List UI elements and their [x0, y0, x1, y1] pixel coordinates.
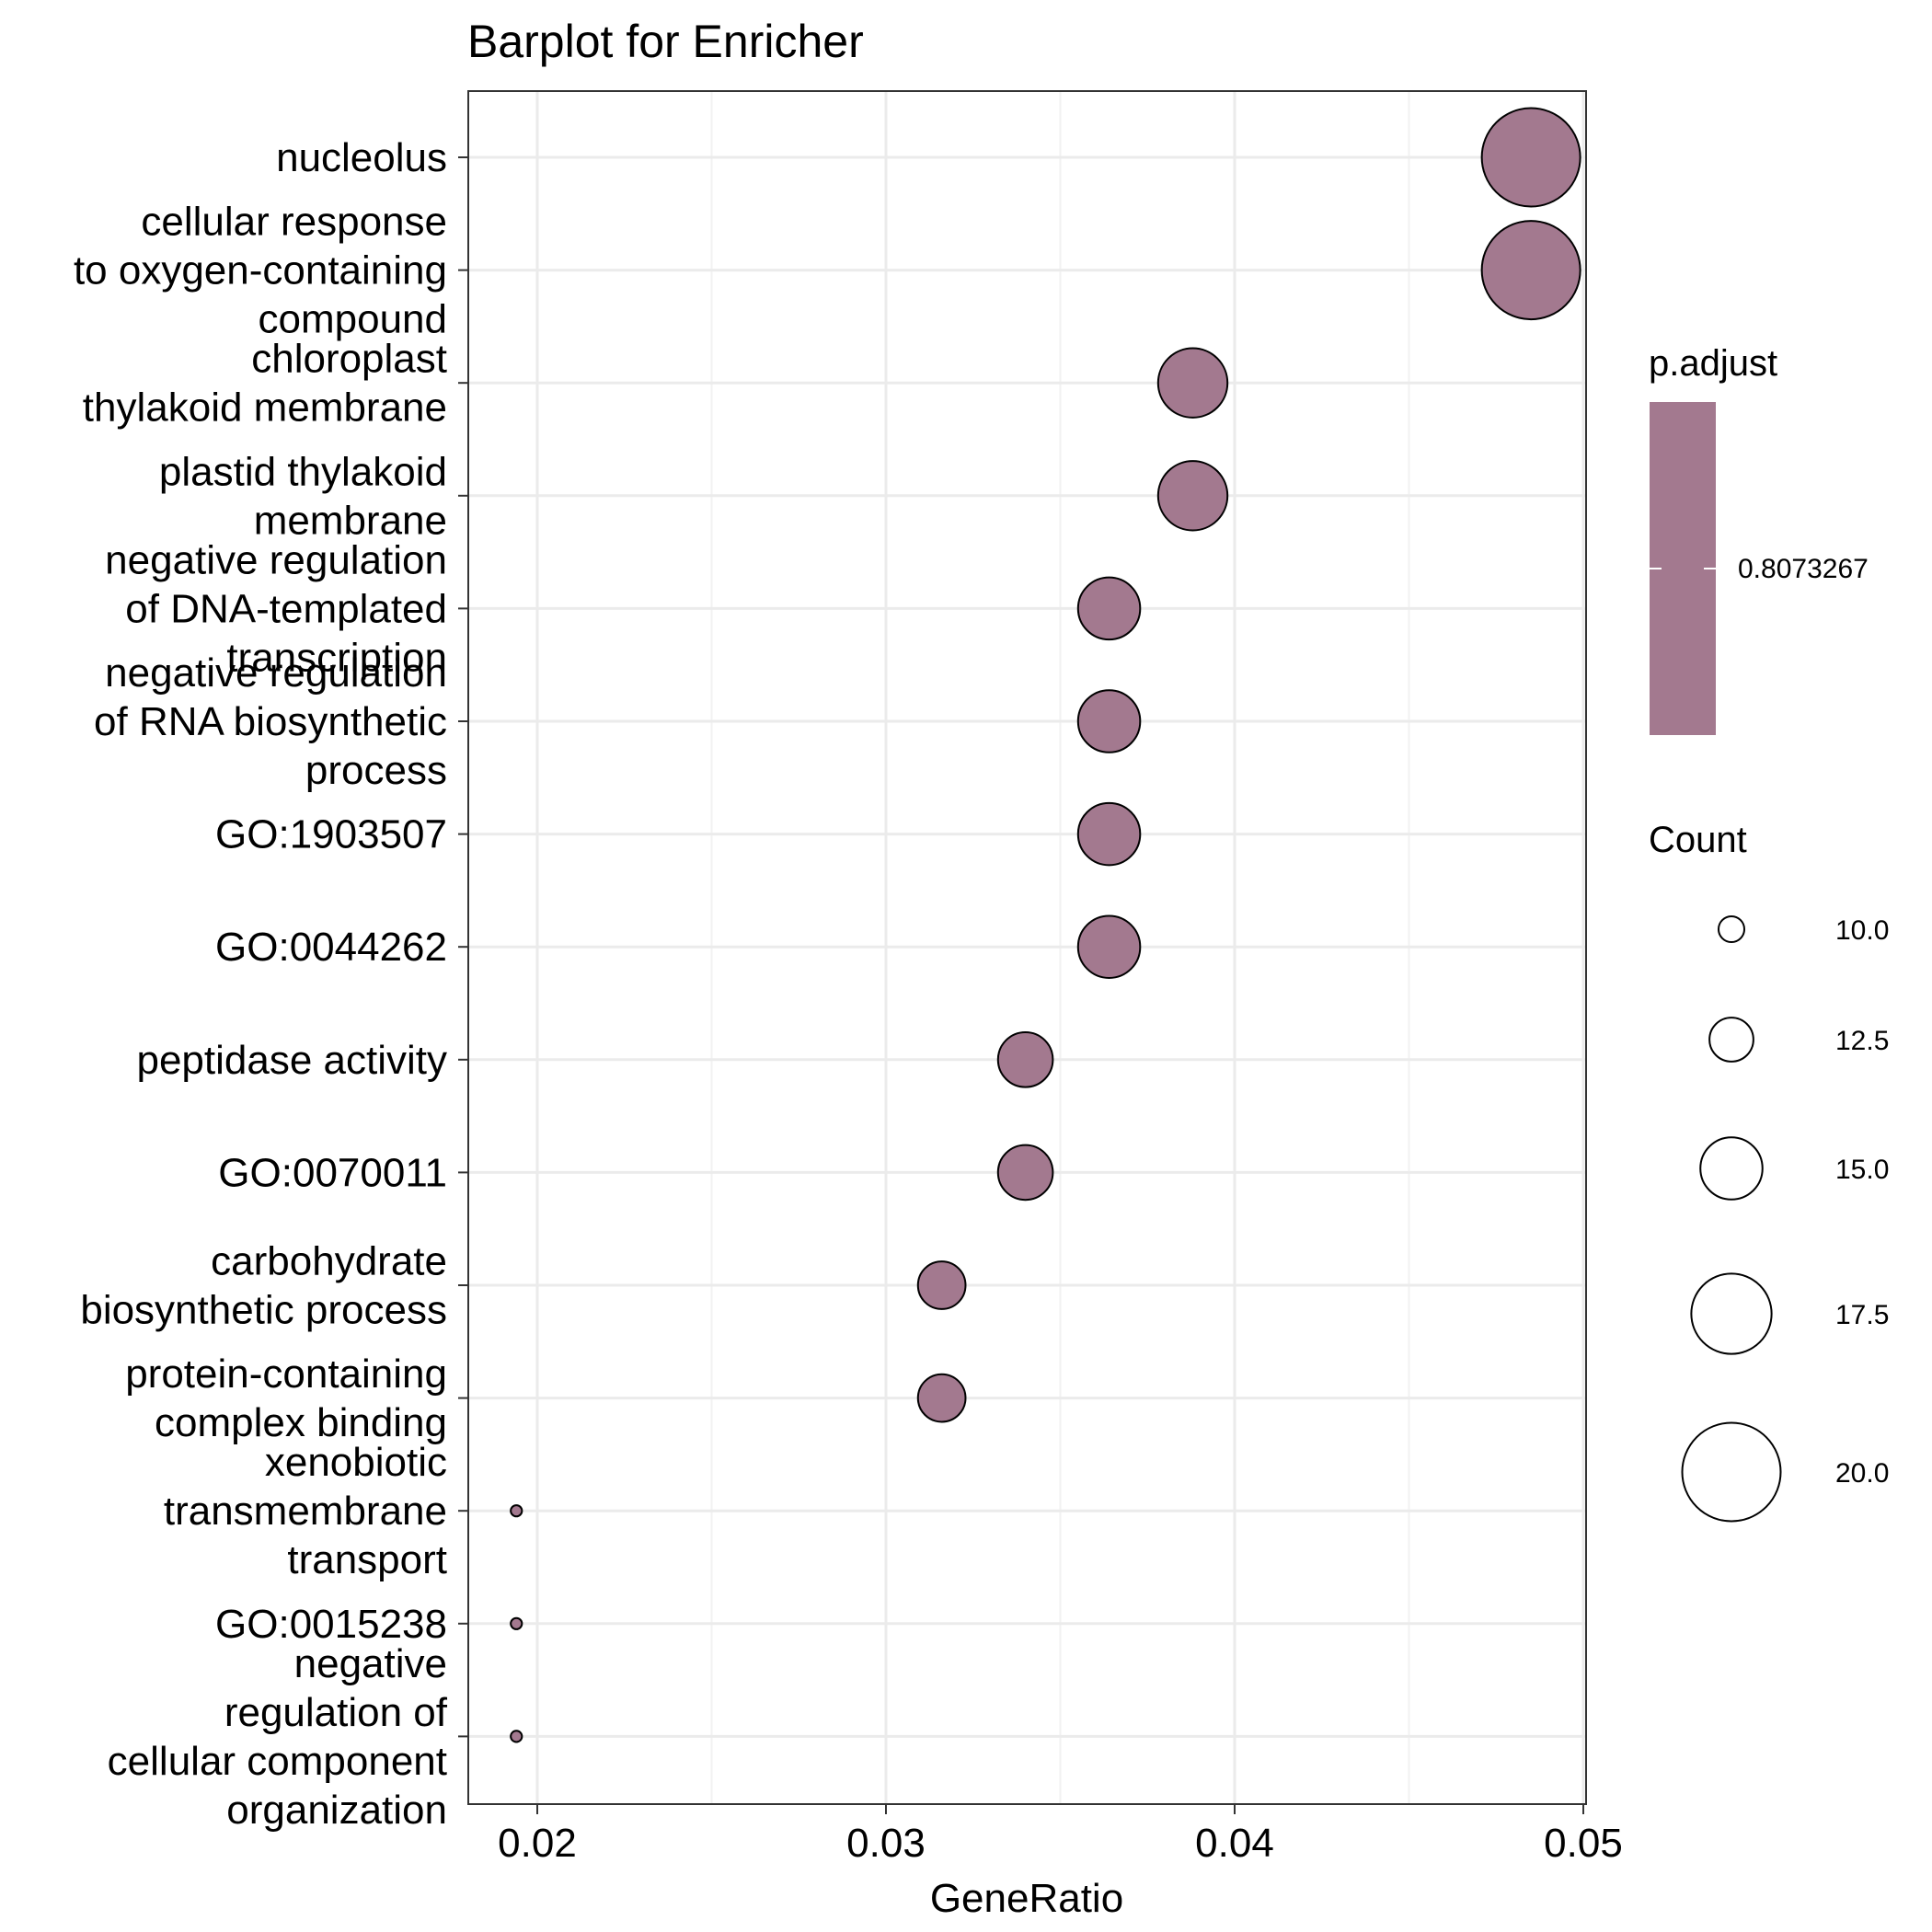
data-point — [916, 1373, 967, 1423]
y-tick-label: negative regulation of RNA biosynthetic pr… — [94, 650, 447, 793]
y-tick-label: cellular response to oxygen-containing com… — [74, 200, 447, 342]
legend-size-label: 10.0 — [1835, 915, 1889, 946]
data-point — [510, 1730, 523, 1743]
y-tick-label: negative regulation of cellular component o… — [108, 1641, 448, 1833]
y-tick-label: negative regulation of DNA-templated trans… — [105, 537, 447, 680]
data-point — [996, 1144, 1054, 1202]
y-tick-label: GO:1903507 — [215, 812, 447, 857]
x-axis: 0.02 0.03 0.04 0.05 — [498, 1804, 1623, 1866]
data-point — [510, 1616, 523, 1630]
data-point — [1076, 914, 1142, 979]
data-point — [1076, 801, 1142, 867]
data-point — [1480, 220, 1581, 321]
legend-size-label: 12.5 — [1835, 1026, 1889, 1056]
legend-size-label: 15.0 — [1835, 1155, 1889, 1185]
legend-size-title: Count — [1649, 820, 1747, 860]
y-tick-label: xenobiotic transmembrane transport — [164, 1440, 447, 1582]
data-point — [1076, 576, 1142, 641]
y-tick-label: GO:0070011 — [218, 1150, 447, 1195]
x-axis-label: GeneRatio — [930, 1876, 1123, 1921]
y-tick-label: carbohydrate biosynthetic process — [80, 1239, 447, 1333]
legend-size-label: 17.5 — [1835, 1300, 1889, 1330]
y-tick-label: protein-containing complex binding — [125, 1351, 447, 1445]
legend-size: Count 10.0 12.5 15.0 17.5 20.0 — [1649, 820, 1889, 1523]
legend-color-title: p.adjust — [1649, 343, 1777, 384]
legend-size-circle — [1699, 1136, 1764, 1201]
y-axis: nucleolus cellular response to oxygen-cont… — [74, 135, 468, 1833]
legend-size-label: 20.0 — [1835, 1458, 1889, 1489]
chart-title: Barplot for Enricher — [467, 16, 864, 67]
y-tick-label: GO:0044262 — [215, 925, 447, 970]
y-tick-label: nucleolus — [276, 135, 447, 180]
legend-size-circle — [1708, 1017, 1754, 1063]
x-tick-label: 0.02 — [498, 1821, 577, 1866]
x-tick-label: 0.05 — [1544, 1821, 1623, 1866]
data-point — [916, 1260, 967, 1310]
legend-size-circle — [1690, 1272, 1773, 1355]
legend-color: p.adjust 0.8073267 — [1649, 343, 1869, 735]
data-points — [510, 107, 1581, 1743]
x-tick-label: 0.03 — [846, 1821, 926, 1866]
y-tick-label: chloroplast thylakoid membrane — [83, 337, 447, 431]
data-point — [1480, 107, 1581, 208]
y-tick-label: plastid thylakoid membrane — [159, 449, 447, 543]
data-point — [1156, 460, 1229, 532]
legend-size-circle — [1718, 915, 1745, 943]
grid-lines — [468, 91, 1586, 1804]
data-point — [1076, 689, 1142, 753]
data-point — [510, 1504, 523, 1518]
y-tick-label: GO:0015238 — [215, 1602, 447, 1647]
data-point — [996, 1031, 1054, 1088]
legend-size-circle — [1681, 1421, 1782, 1523]
y-tick-label: peptidase activity — [136, 1038, 447, 1083]
x-tick-label: 0.04 — [1195, 1821, 1274, 1866]
data-point — [1156, 347, 1229, 419]
legend-colorbar-label: 0.8073267 — [1738, 554, 1869, 584]
